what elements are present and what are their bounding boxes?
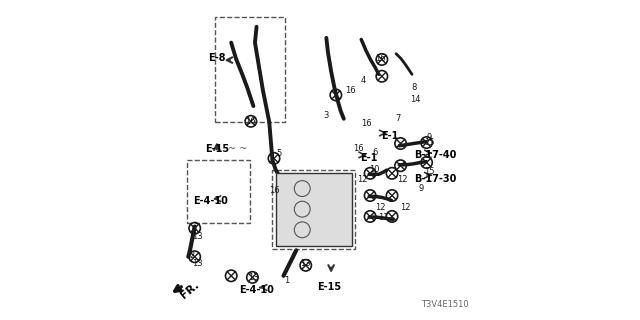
Text: 12: 12	[375, 203, 385, 212]
Text: 2: 2	[189, 251, 194, 260]
Text: B-17-30: B-17-30	[415, 174, 457, 184]
Text: 16: 16	[361, 119, 371, 128]
Text: ~ ~: ~ ~	[228, 144, 248, 154]
Text: 8: 8	[411, 83, 416, 92]
Text: 15: 15	[424, 138, 435, 147]
Text: 12: 12	[397, 174, 408, 184]
Text: 16: 16	[375, 54, 385, 63]
Text: 12: 12	[358, 174, 368, 184]
Bar	[276, 173, 352, 246]
Text: 10: 10	[369, 165, 379, 174]
Text: 16: 16	[269, 186, 279, 195]
Text: 16: 16	[345, 86, 355, 95]
Text: E-4-10: E-4-10	[193, 196, 228, 206]
Bar	[273, 170, 355, 249]
Text: FR.: FR.	[179, 280, 201, 300]
Text: 3: 3	[324, 111, 329, 120]
Text: B-17-40: B-17-40	[415, 150, 457, 160]
Text: 13: 13	[193, 259, 203, 268]
Text: 12: 12	[401, 203, 411, 212]
Text: 13: 13	[193, 232, 203, 241]
Text: T3V4E1510: T3V4E1510	[422, 300, 469, 309]
Text: 13: 13	[300, 259, 311, 268]
Text: E-15: E-15	[205, 144, 229, 154]
Text: 13: 13	[248, 273, 259, 282]
Text: E-15: E-15	[317, 282, 342, 292]
Text: 14: 14	[410, 95, 420, 104]
Bar	[187, 160, 250, 223]
Text: 6: 6	[373, 148, 378, 156]
Text: E-1: E-1	[381, 131, 399, 141]
Text: 5: 5	[276, 149, 282, 158]
Text: 9: 9	[427, 133, 432, 142]
Text: 9: 9	[419, 184, 424, 193]
Text: 15: 15	[424, 167, 435, 176]
Text: E-4-10: E-4-10	[239, 285, 274, 295]
Text: 16: 16	[245, 117, 255, 126]
Text: 4: 4	[360, 76, 365, 85]
Text: 7: 7	[395, 114, 401, 123]
Bar	[215, 17, 285, 122]
Text: E-1: E-1	[360, 153, 378, 164]
Text: 1: 1	[284, 276, 289, 285]
Text: E-8: E-8	[208, 53, 226, 63]
Text: 11: 11	[378, 212, 388, 222]
Text: 16: 16	[353, 144, 364, 153]
